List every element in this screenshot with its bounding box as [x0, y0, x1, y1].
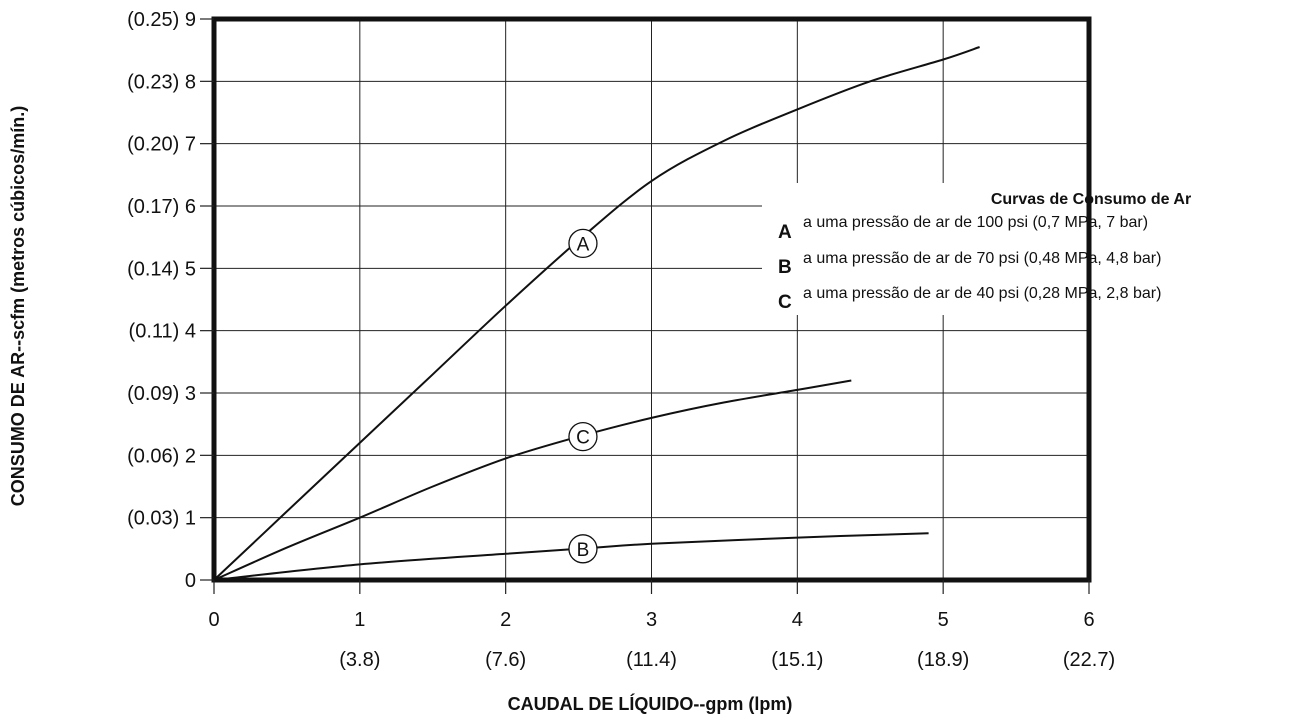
legend-key-b: B [778, 257, 792, 278]
y-tick-label: (0.14) 5 [127, 258, 196, 280]
legend-key-c: C [778, 292, 792, 313]
legend: Curvas de Consumo de Ar A a uma pressão … [762, 183, 1292, 315]
legend-text-b: a uma pressão de ar de 70 psi (0,48 MPa,… [803, 250, 1161, 267]
y-tick-label: (0.25) 9 [127, 9, 196, 31]
y-tick-label: (0.06) 2 [127, 445, 196, 467]
legend-text-a: a uma pressão de ar de 100 psi (0,7 MPa,… [803, 214, 1148, 231]
x-tick-sublabel: (3.8) [339, 649, 380, 671]
tick-labels: 0 (0.03) 1 (0.06) 2 (0.09) 3 (0.11) 4 (0.14) … [127, 9, 1115, 671]
curve-c-label: C [576, 428, 590, 449]
curve-a-marker [568, 228, 598, 259]
y-tick-label: (0.11) 4 [129, 321, 196, 343]
y-tick-label: (0.09) 3 [127, 383, 196, 405]
x-tick-sublabel: (18.9) [917, 649, 969, 671]
x-tick-sublabel: (22.7) [1063, 649, 1115, 671]
legend-key-a: A [778, 222, 792, 243]
curve-b-marker [568, 534, 598, 564]
y-axis-title: CONSUMO DE AR--scfm (metros cúbicos/mín.… [8, 106, 28, 506]
curve-c-marker [568, 421, 598, 452]
curve-b-label: B [577, 540, 590, 561]
legend-background [762, 183, 1292, 315]
curve-c-line [213, 379, 852, 581]
x-tick-label: 4 [792, 609, 803, 631]
y-tick-label: (0.20) 7 [127, 134, 196, 156]
legend-text-c: a uma pressão de ar de 40 psi (0,28 MPa,… [803, 285, 1161, 302]
x-tick-label: 1 [354, 609, 365, 631]
y-tick-label: (0.03) 1 [127, 508, 196, 530]
x-tick-label: 5 [938, 609, 949, 631]
x-tick-sublabel: (11.4) [626, 649, 677, 671]
y-tick-label: (0.23) 8 [127, 71, 196, 93]
x-tick-label: 2 [500, 609, 511, 631]
curve-a-label: A [577, 234, 590, 255]
x-tick-sublabel: (7.6) [485, 649, 526, 671]
x-tick-label: 3 [646, 609, 657, 631]
curves: ABC [213, 46, 980, 581]
x-axis-title: CAUDAL DE LÍQUIDO--gpm (lpm) [508, 693, 793, 714]
y-tick-label: 0 [185, 570, 196, 592]
x-tick-label: 6 [1083, 609, 1094, 631]
y-tick-label: (0.17) 6 [127, 196, 196, 218]
x-tick-label: 0 [208, 609, 219, 631]
x-tick-sublabel: (15.1) [771, 649, 823, 671]
